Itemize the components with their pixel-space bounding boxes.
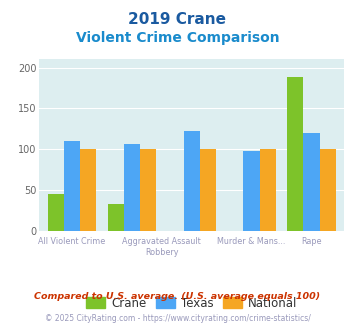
Legend: Crane, Texas, National: Crane, Texas, National [82,292,302,314]
Text: 2019 Crane: 2019 Crane [129,12,226,26]
Bar [140,149,156,231]
Bar [260,149,276,231]
Bar [48,194,64,231]
Bar [80,149,96,231]
Bar [287,77,303,231]
Bar [244,151,260,231]
Text: Violent Crime Comparison: Violent Crime Comparison [76,31,279,45]
Bar [320,149,336,231]
Bar [303,133,320,231]
Text: © 2025 CityRating.com - https://www.cityrating.com/crime-statistics/: © 2025 CityRating.com - https://www.city… [45,314,310,323]
Bar [184,131,200,231]
Bar [124,145,140,231]
Bar [64,141,80,231]
Bar [108,204,124,231]
Bar [200,149,216,231]
Text: Compared to U.S. average. (U.S. average equals 100): Compared to U.S. average. (U.S. average … [34,292,321,301]
